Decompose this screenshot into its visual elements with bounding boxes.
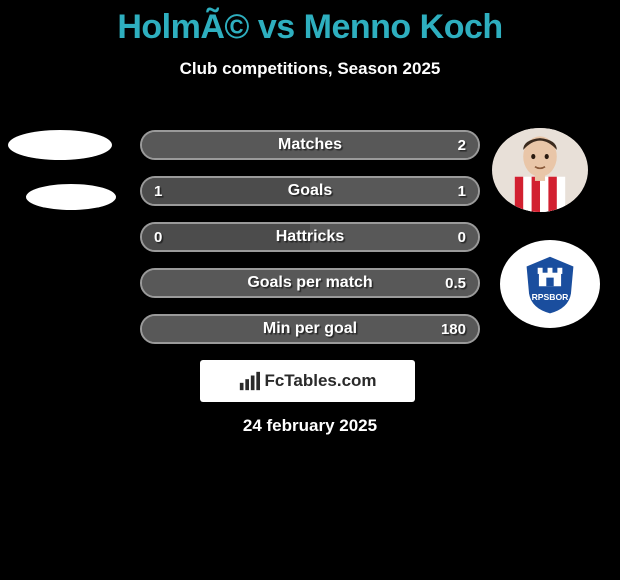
value-right: 1	[458, 178, 466, 204]
club-badge: RPSBOR	[500, 240, 600, 328]
brand-label: FcTables.com	[238, 370, 376, 392]
value-left: 0	[154, 224, 162, 250]
comparison-row: Matches2	[140, 130, 480, 160]
comparison-rows: Matches2 Goals1 1 Hattricks0 0 Goals per matc…	[140, 130, 480, 360]
row-label: Matches	[142, 132, 478, 158]
comparison-row: Min per goal180	[140, 314, 480, 344]
placeholder-oval	[8, 130, 112, 160]
row-label: Min per goal	[142, 316, 478, 342]
date-text: 24 february 2025	[0, 416, 620, 436]
comparison-row: Goals1 1	[140, 176, 480, 206]
bar-chart-icon	[238, 370, 260, 392]
comparison-infographic: HolmÃ© vs Menno Koch Club competitions, …	[0, 8, 620, 580]
row-label: Goals	[142, 178, 478, 204]
value-right: 2	[458, 132, 466, 158]
value-right: 0.5	[445, 270, 466, 296]
page-subtitle: Club competitions, Season 2025	[0, 59, 620, 79]
brand-text: FcTables.com	[264, 371, 376, 391]
player-avatar	[492, 128, 588, 212]
value-left: 1	[154, 178, 162, 204]
page-title: HolmÃ© vs Menno Koch	[0, 8, 620, 47]
svg-text:RPSBOR: RPSBOR	[532, 292, 570, 302]
row-label: Goals per match	[142, 270, 478, 296]
brand-box: FcTables.com	[200, 360, 415, 402]
comparison-row: Hattricks0 0	[140, 222, 480, 252]
value-right: 180	[441, 316, 466, 342]
row-label: Hattricks	[142, 224, 478, 250]
club-badge-svg: RPSBOR	[515, 253, 585, 315]
player-avatar-svg	[492, 128, 588, 212]
placeholder-oval	[26, 184, 116, 210]
comparison-row: Goals per match0.5	[140, 268, 480, 298]
value-right: 0	[458, 224, 466, 250]
